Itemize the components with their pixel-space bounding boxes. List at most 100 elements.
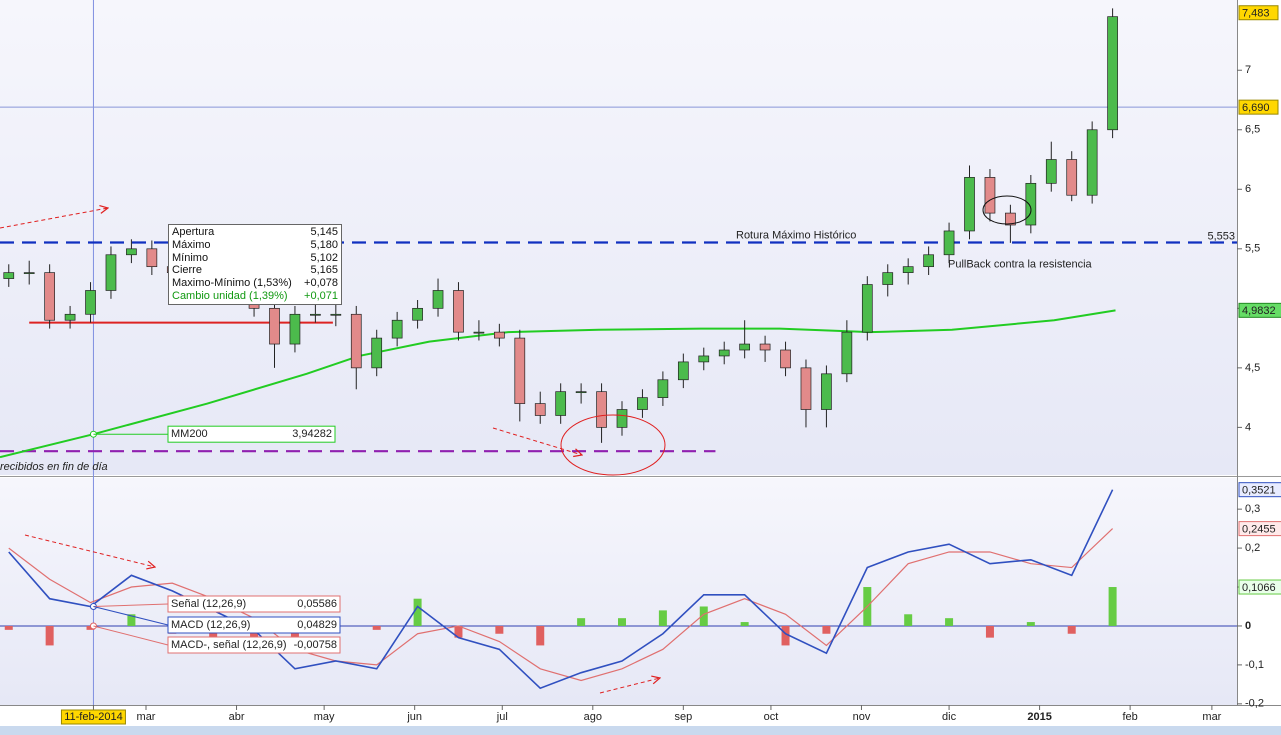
histogram-bar: [1067, 625, 1076, 634]
info-value: +0,071: [304, 289, 338, 302]
x-tick-label: jun: [406, 711, 422, 723]
y-tick-label: -0,2: [1245, 698, 1264, 710]
ma-name: MM200: [171, 428, 208, 440]
value-tag: 4,9832: [1242, 305, 1276, 317]
candle-body: [85, 290, 96, 315]
candle-body: [1066, 159, 1078, 196]
x-tick-label: sep: [674, 711, 692, 723]
crosshair-date-bg: [60, 709, 126, 725]
candle-body: [534, 403, 546, 416]
value-tag-bg: [1238, 482, 1281, 498]
candle-body: [882, 272, 894, 285]
moving-average: [0, 309, 1116, 459]
x-tick-label: 2015: [1027, 711, 1051, 723]
info-label: Mínimo: [172, 251, 209, 264]
histogram-bar: [413, 598, 422, 626]
candle-body: [861, 284, 873, 333]
value-tag: 7,483: [1242, 8, 1270, 20]
x-tick-label: abr: [229, 711, 245, 723]
annotation: Rotura Máximo Histórico: [736, 229, 856, 241]
candle-body: [514, 337, 526, 404]
leader: [93, 606, 169, 626]
histogram-bar: [781, 625, 790, 646]
candle-body: [310, 313, 321, 316]
histogram-bar: [127, 614, 136, 626]
info-row: Máximo 5,180: [172, 239, 338, 252]
candle-body: [677, 361, 689, 381]
histogram-bar: [618, 618, 627, 626]
histogram-bar: [577, 618, 586, 626]
histogram-bar: [495, 625, 504, 634]
info-value: 5,180: [310, 238, 338, 251]
candle-body: [902, 266, 914, 273]
candle-body: [923, 254, 934, 268]
histogram-bar: [985, 625, 994, 638]
info-row: Cambio unidad (1,39%) +0,071: [172, 290, 338, 303]
info-label: Apertura: [172, 226, 215, 238]
arrow: [599, 678, 660, 694]
y-tick-label: 4,5: [1245, 362, 1260, 374]
candle-body: [657, 379, 669, 398]
candle-body: [759, 343, 771, 351]
info-row: Cierre 5,165: [172, 264, 338, 277]
x-tick-label: mar: [1202, 711, 1221, 723]
legend-value: 0,04829: [297, 619, 337, 631]
candle-body: [841, 331, 853, 375]
x-tick-label: feb: [1122, 711, 1137, 723]
candle-body: [126, 248, 137, 256]
histogram-bar: [45, 625, 54, 646]
y-tick-label: 7: [1245, 64, 1251, 76]
legend-box: [167, 595, 341, 613]
candle-body: [44, 272, 55, 321]
annotation: recibidos en fin de día: [0, 461, 108, 473]
value-tag: 0,3521: [1242, 485, 1276, 497]
value-tag: 0,1066: [1242, 582, 1276, 594]
info-value: 5,102: [310, 251, 338, 264]
x-tick-label: 11-feb-2014: [64, 711, 123, 723]
legend-name: MACD-, señal (12,26,9): [171, 639, 287, 651]
legend-name: Señal (12,26,9): [171, 598, 246, 610]
ma-label-box: [167, 425, 336, 443]
histogram-bar: [4, 625, 13, 630]
legend-value: 0,05586: [297, 598, 337, 610]
candle-body: [146, 248, 158, 268]
legend-value: -0,00758: [294, 639, 337, 651]
macd-line: [8, 528, 1114, 682]
histogram-bar: [699, 606, 708, 626]
value-tag: 6,690: [1242, 102, 1270, 114]
candle-body: [596, 391, 607, 428]
arrow: [0, 208, 108, 229]
value-tag: 0,2455: [1242, 524, 1276, 536]
y-tick-label: 0,3: [1245, 503, 1260, 515]
x-tick-label: mar: [137, 711, 156, 723]
y-tick-label: 0: [1245, 620, 1251, 632]
candle-body: [984, 177, 996, 214]
candle-body: [412, 307, 423, 321]
x-tick-label: dic: [942, 711, 957, 723]
info-value: +0,078: [304, 277, 338, 290]
histogram-bar: [536, 625, 545, 646]
candle-body: [289, 313, 301, 345]
candle-body: [1025, 182, 1037, 226]
info-row: Apertura 5,145: [172, 226, 338, 239]
info-value: 5,165: [310, 264, 338, 277]
candle-body: [964, 177, 975, 232]
candle-body: [3, 272, 15, 279]
candle-body: [1086, 129, 1098, 196]
x-tick-label: may: [314, 711, 335, 723]
arrow: [492, 427, 582, 455]
circle-highlight: [560, 414, 666, 476]
y-tick-label: 6,5: [1245, 124, 1260, 136]
candle-body: [575, 391, 587, 394]
candle-body: [453, 290, 464, 333]
candle-body: [64, 313, 76, 321]
candle-body: [555, 391, 567, 416]
value-tag-bg: [1238, 579, 1281, 595]
candle-body: [105, 254, 117, 291]
candle-body: [739, 343, 751, 351]
x-tick-label: oct: [764, 711, 779, 723]
legend-box: [167, 616, 341, 634]
